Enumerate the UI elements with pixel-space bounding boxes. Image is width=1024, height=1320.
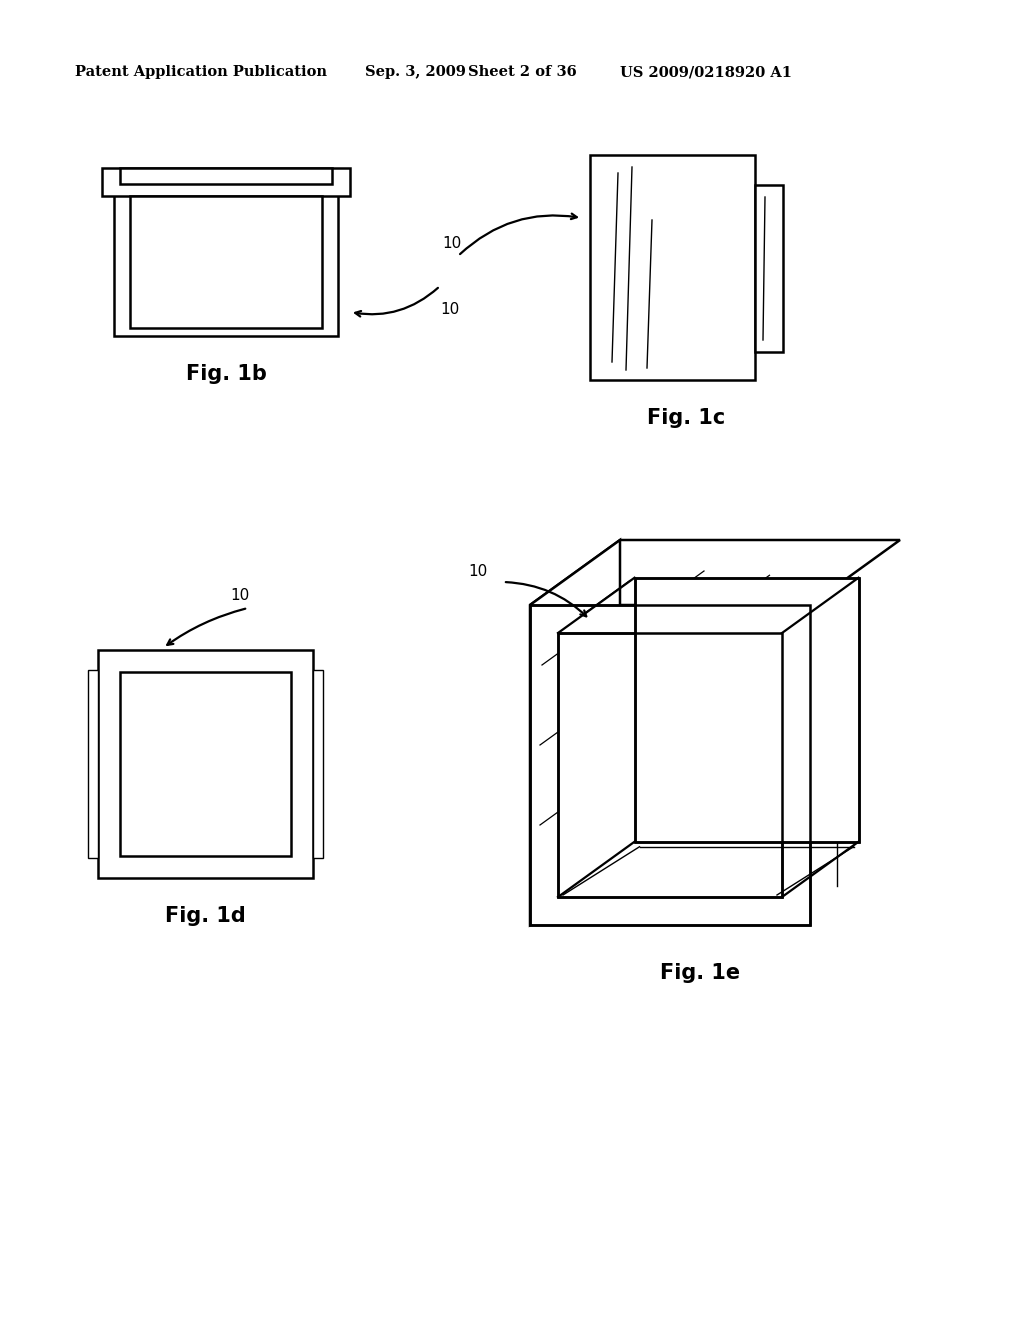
Text: 10: 10 [442,236,461,252]
Text: 10: 10 [468,565,487,579]
Text: Fig. 1d: Fig. 1d [165,906,246,927]
Text: Sep. 3, 2009: Sep. 3, 2009 [365,65,466,79]
Polygon shape [635,578,858,842]
Bar [120,168,332,183]
Polygon shape [530,540,900,605]
Text: Fig. 1b: Fig. 1b [185,364,266,384]
Text: 10: 10 [230,587,249,602]
Bar [590,154,755,380]
Text: Patent Application Publication: Patent Application Publication [75,65,327,79]
Polygon shape [530,540,620,925]
Text: Fig. 1e: Fig. 1e [659,964,740,983]
Polygon shape [530,605,810,925]
Text: 10: 10 [440,302,459,318]
Text: US 2009/0218920 A1: US 2009/0218920 A1 [620,65,792,79]
Text: Fig. 1c: Fig. 1c [647,408,725,428]
Bar [102,168,350,195]
Polygon shape [558,634,782,898]
Bar [313,671,323,858]
Bar [98,649,313,878]
Bar [130,195,322,327]
Bar [88,671,98,858]
Bar [114,183,338,337]
Bar [120,672,291,855]
Text: Sheet 2 of 36: Sheet 2 of 36 [468,65,577,79]
Bar [755,185,783,352]
